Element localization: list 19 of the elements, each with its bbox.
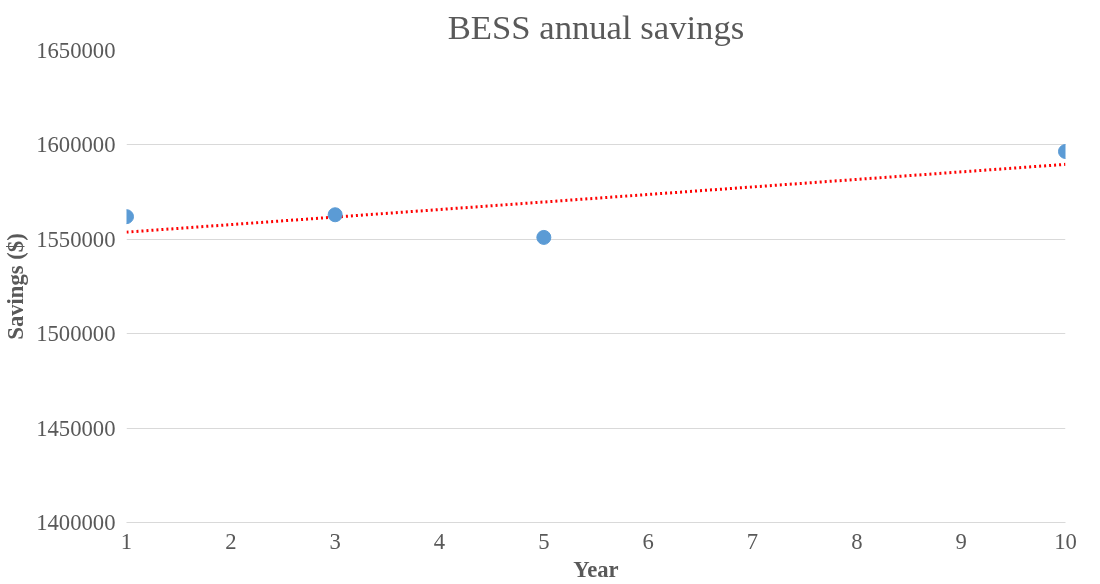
y-tick-label: 1400000 — [36, 510, 116, 535]
x-tick-label: 6 — [642, 528, 654, 554]
y-tick-label: 1600000 — [36, 132, 116, 158]
x-tick-label: 4 — [433, 528, 446, 554]
x-tick-label: 2 — [225, 528, 237, 554]
y-tick-label: 1550000 — [36, 226, 116, 252]
x-tick-label: 3 — [329, 528, 341, 554]
x-axis-title: Year — [573, 556, 619, 582]
x-tick-label: 7 — [746, 528, 759, 554]
y-axis-title: Savings ($) — [3, 233, 29, 340]
x-tick-label: 1 — [120, 528, 133, 554]
y-tick-label: 1650000 — [36, 38, 116, 63]
x-tick-label: 5 — [538, 528, 550, 554]
y-tick-label: 1450000 — [36, 415, 116, 441]
y-tick-label: 1500000 — [36, 321, 116, 347]
x-tick-label: 10 — [1054, 528, 1077, 554]
x-tick-label: 8 — [851, 528, 863, 554]
chart-title: BESS annual savings — [447, 7, 745, 46]
x-tick-label: 9 — [955, 528, 967, 554]
